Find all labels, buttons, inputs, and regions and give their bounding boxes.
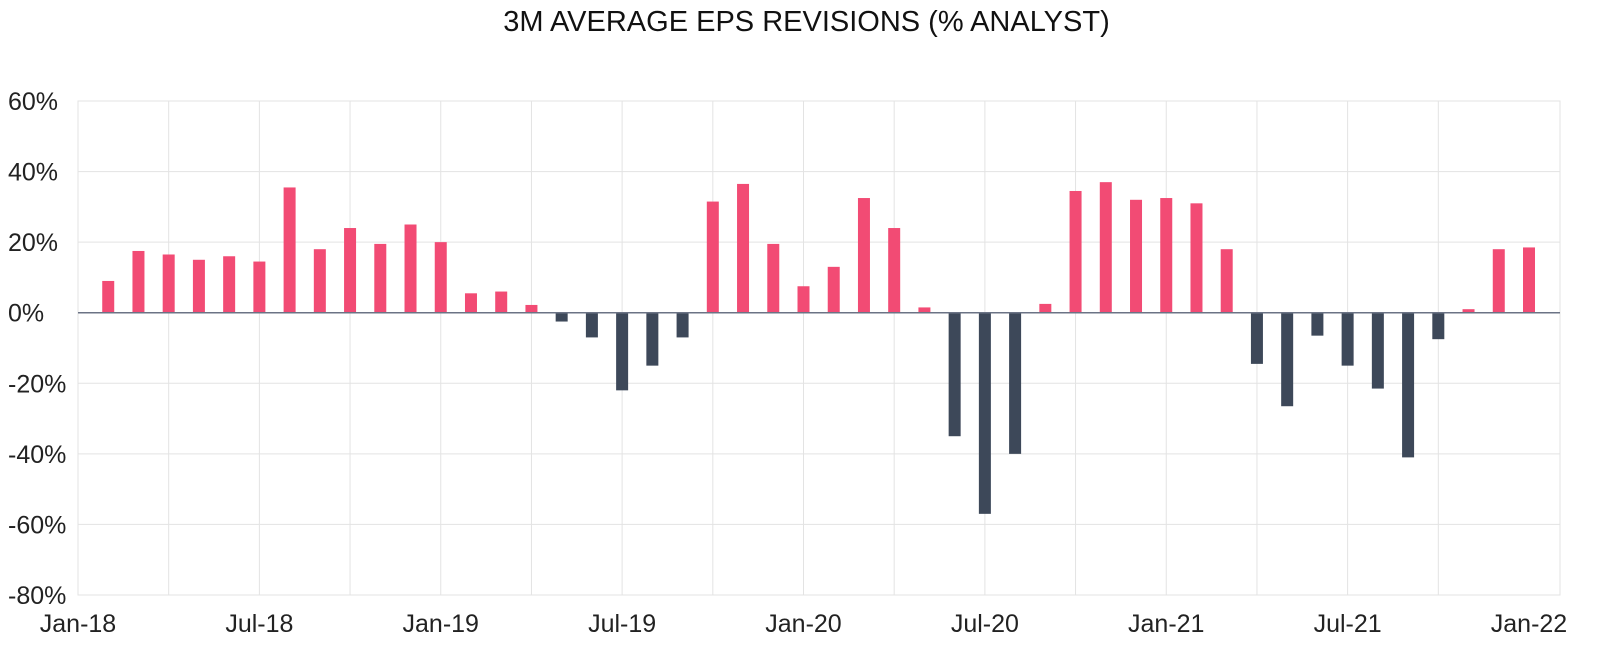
- x-tick-label: Jul-20: [951, 610, 1019, 638]
- x-tick-label: Jul-19: [588, 610, 656, 638]
- y-tick-label: 40%: [8, 159, 58, 187]
- x-tick-label: Jan-18: [40, 610, 116, 638]
- x-tick-label: Jan-20: [765, 610, 841, 638]
- bar-Dec-20: [1130, 199, 1143, 313]
- x-tick-label: Jul-21: [1314, 610, 1382, 638]
- bar-Jul-18: [253, 261, 266, 313]
- bar-Nov-19: [737, 183, 750, 313]
- bar-Oct-21: [1432, 312, 1445, 340]
- y-tick-label: -20%: [8, 370, 66, 398]
- bar-Oct-20: [1069, 190, 1082, 313]
- x-tick-label: Jan-19: [403, 610, 479, 638]
- bar-Oct-19: [706, 201, 719, 313]
- bar-Apr-19: [525, 304, 538, 313]
- bar-Jan-20: [797, 286, 810, 313]
- bar-Oct-18: [344, 228, 357, 313]
- bar-Mar-19: [495, 291, 508, 313]
- tick-labels: 60% 40% 20% 0% -20% -40% -60% -80%Jan-18 Jul-18 J…: [8, 88, 1567, 638]
- bar-Mar-21: [1220, 249, 1233, 313]
- bar-Dec-21: [1492, 249, 1505, 313]
- bar-Mar-18: [132, 250, 145, 313]
- bar-Apr-20: [888, 228, 901, 313]
- bar-Nov-18: [374, 243, 387, 313]
- y-tick-label: -60%: [8, 511, 66, 539]
- bar-Jan-19: [434, 242, 447, 313]
- x-tick-label: Jan-21: [1128, 610, 1204, 638]
- bar-Dec-19: [767, 243, 780, 313]
- bar-Jun-21: [1311, 312, 1324, 336]
- bar-Aug-20: [1009, 312, 1022, 454]
- bar-May-21: [1281, 312, 1294, 407]
- bar-Aug-19: [646, 312, 659, 366]
- bar-Apr-18: [162, 254, 175, 313]
- plot-border: [77, 100, 1561, 596]
- bar-Aug-21: [1371, 312, 1384, 389]
- y-tick-label: -80%: [8, 582, 66, 610]
- y-tick-label: 20%: [8, 229, 58, 257]
- bar-Jan-21: [1160, 198, 1173, 313]
- bar-Jun-20: [948, 312, 961, 437]
- bar-Dec-18: [404, 224, 417, 313]
- bar-Sep-21: [1402, 312, 1415, 458]
- y-tick-label: 60%: [8, 88, 58, 116]
- bar-Feb-20: [827, 266, 840, 313]
- bar-Sep-18: [313, 249, 326, 313]
- bar-Jan-22: [1523, 247, 1535, 313]
- y-tick-label: -40%: [8, 441, 66, 469]
- bar-Jul-21: [1341, 312, 1354, 366]
- bar-Jul-19: [616, 312, 629, 391]
- bar-May-18: [192, 259, 205, 313]
- bar-Jul-20: [978, 312, 991, 514]
- bar-Nov-21: [1462, 309, 1475, 313]
- bar-Feb-18: [102, 280, 115, 313]
- bar-Feb-19: [464, 293, 477, 313]
- x-tick-label: Jul-18: [225, 610, 293, 638]
- bar-May-19: [555, 312, 568, 322]
- bar-Jun-19: [585, 312, 598, 338]
- bar-Aug-18: [283, 187, 296, 313]
- bar-Sep-19: [676, 312, 689, 338]
- x-tick-label: Jan-22: [1491, 610, 1567, 638]
- grid-lines: [77, 100, 1561, 596]
- y-tick-label: 0%: [8, 300, 44, 328]
- bar-Mar-20: [857, 198, 870, 313]
- bar-Feb-21: [1190, 203, 1203, 313]
- bar-Sep-20: [1039, 303, 1052, 313]
- bar-May-20: [918, 307, 931, 313]
- bars: [102, 182, 1535, 514]
- bar-Apr-21: [1250, 312, 1263, 364]
- bar-Jun-18: [223, 256, 236, 313]
- chart-title: 3M AVERAGE EPS REVISIONS (% ANALYST): [503, 6, 1110, 38]
- bar-Nov-20: [1099, 182, 1112, 313]
